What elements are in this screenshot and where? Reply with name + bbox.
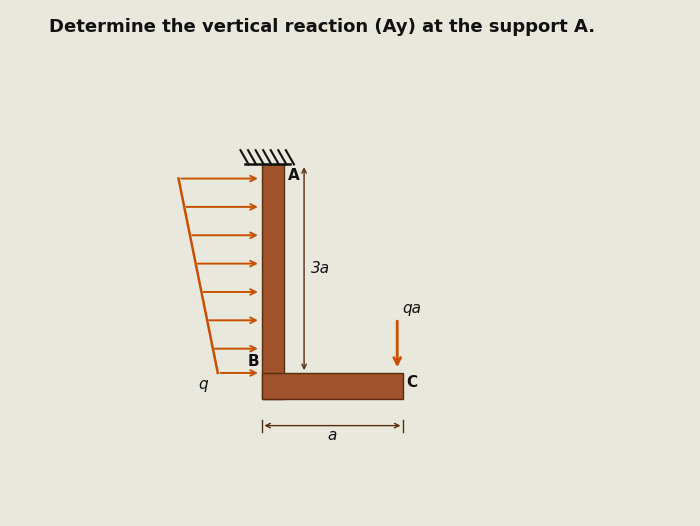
Text: A: A [288, 168, 300, 184]
Text: qa: qa [402, 301, 421, 316]
Text: q: q [198, 377, 208, 392]
Text: 3a: 3a [312, 261, 330, 276]
Bar [262, 164, 284, 399]
Bar [262, 373, 403, 399]
Text: B: B [248, 354, 260, 369]
Text: a: a [328, 428, 337, 443]
Text: C: C [407, 375, 418, 390]
Text: Determine the vertical reaction (Ay) at the support A.: Determine the vertical reaction (Ay) at … [49, 18, 595, 36]
